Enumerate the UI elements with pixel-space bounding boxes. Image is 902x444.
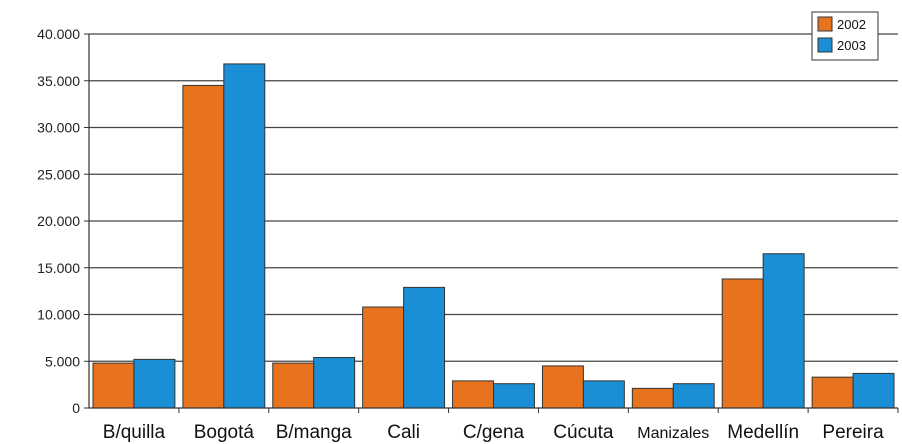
y-tick-label: 0 [72,400,80,416]
bar-2003-Manizales [672,383,715,409]
bar-2002-Cúcuta [541,365,584,409]
axes [84,33,899,413]
x-tick-label: Medellín [727,422,799,443]
legend-swatch-2003 [817,37,833,53]
x-tick-label: Cúcuta [553,422,614,443]
bar-2002-Medellín [721,278,764,409]
x-tick-label: Manizales [637,425,709,442]
bar-2002-B/quilla [92,362,135,409]
x-tick-label: B/manga [276,422,352,443]
bar-2003-Cali [403,286,446,409]
legend-label-2002: 2002 [837,17,866,32]
bar-2002-Bogotá [182,84,225,409]
bar-2002-Manizales [631,387,674,409]
bar-2003-Medellín [762,253,805,409]
legend-swatch-2002 [817,16,833,32]
x-tick-label: Bogotá [194,422,255,443]
bar-2002-B/manga [272,362,315,409]
x-tick-label: Cali [387,422,420,443]
y-tick-label: 15.000 [37,260,80,276]
y-tick-labels: 0 5.000 10.000 15.000 20.000 25.000 30.000 35.0… [37,26,80,416]
bar-2002-C/gena [452,380,494,409]
y-tick-label: 10.000 [37,307,80,323]
bars [92,63,895,409]
x-tick-labels: B/quilla Bogotá B/manga Cali C/gena Cúcuta Man… [103,422,884,443]
bar-2003-B/manga [313,357,356,409]
y-tick-label: 40.000 [37,26,80,42]
x-tick-label: C/gena [463,422,525,443]
x-tick-label: Pereira [822,422,884,443]
bar-2002-Cali [362,306,405,409]
y-tick-label: 30.000 [37,120,80,136]
bar-2002-Pereira [811,376,854,409]
legend-label-2003: 2003 [837,38,866,53]
legend: 2002 2003 [811,11,879,61]
bar-2003-Pereira [852,372,895,409]
y-tick-label: 5.000 [45,353,80,369]
bar-2003-B/quilla [133,358,176,409]
y-tick-label: 20.000 [37,213,80,229]
y-tick-label: 25.000 [37,166,80,182]
bar-2003-Cúcuta [582,380,625,409]
x-tick-label: B/quilla [103,422,166,443]
bar-2003-Bogotá [223,63,266,409]
y-tick-label: 35.000 [37,73,80,89]
bar-2003-C/gena [493,383,535,409]
